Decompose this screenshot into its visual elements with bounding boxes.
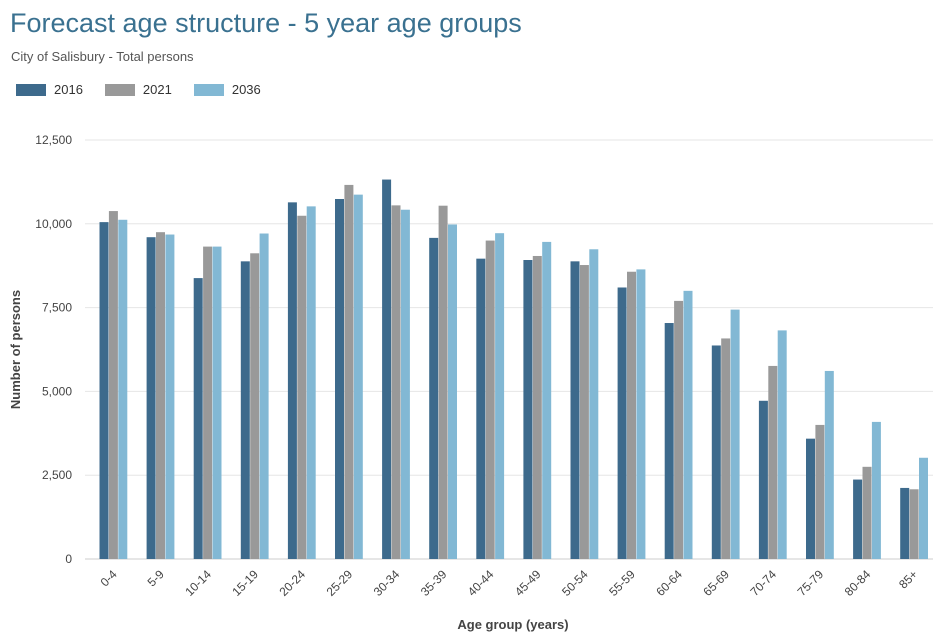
x-tick-label: 75-79 xyxy=(795,567,827,599)
bar-2036 xyxy=(636,269,646,559)
bar-2021 xyxy=(721,338,731,559)
legend-item-2016[interactable]: 2016 xyxy=(16,82,83,97)
legend-swatch-2021 xyxy=(104,83,135,96)
x-tick-label: 80-84 xyxy=(842,567,874,599)
bar-2036 xyxy=(165,234,175,559)
x-tick-label: 55-59 xyxy=(606,567,638,599)
x-tick-label: 10-14 xyxy=(182,567,214,599)
bar-2036 xyxy=(259,233,269,559)
bar-2036 xyxy=(353,194,363,559)
bar-2021 xyxy=(438,205,448,559)
bar-2021 xyxy=(579,265,589,559)
bar-2036 xyxy=(306,206,316,559)
x-tick-label: 50-54 xyxy=(559,567,591,599)
bar-2021 xyxy=(815,424,825,559)
bar-2016 xyxy=(570,261,580,559)
x-tick-label: 5-9 xyxy=(145,567,167,589)
chart-subtitle: City of Salisbury - Total persons xyxy=(11,49,194,64)
legend-label-2021: 2021 xyxy=(142,82,172,97)
bar-2016 xyxy=(240,261,250,559)
bar-2036 xyxy=(212,246,222,559)
x-tick-label: 85+ xyxy=(896,567,920,591)
bar-2016 xyxy=(287,202,297,559)
bar-2016 xyxy=(429,237,439,559)
bar-2016 xyxy=(523,260,533,559)
y-tick-label: 0 xyxy=(65,552,72,566)
x-tick-label: 45-49 xyxy=(512,567,544,599)
legend-label-2036: 2036 xyxy=(231,82,261,97)
bar-2016 xyxy=(758,400,768,559)
bar-2021 xyxy=(862,466,872,559)
x-tick-label: 15-19 xyxy=(229,567,261,599)
bar-2021 xyxy=(909,489,919,559)
x-tick-label: 30-34 xyxy=(371,567,403,599)
bar-2021 xyxy=(203,246,213,559)
bar-2021 xyxy=(627,271,636,559)
legend-swatch-2016 xyxy=(16,83,46,96)
x-tick-label: 65-69 xyxy=(700,567,732,599)
legend-label-2016: 2016 xyxy=(54,82,83,97)
bar-2016 xyxy=(711,345,721,559)
legend-item-2021[interactable]: 2021 xyxy=(104,82,172,97)
bar-2021 xyxy=(297,215,307,560)
bar-2021 xyxy=(485,240,495,559)
bar-2016 xyxy=(335,198,344,560)
x-tick-label: 0-4 xyxy=(98,567,120,589)
bar-2036 xyxy=(824,370,834,559)
chart-title: Forecast age structure - 5 year age grou… xyxy=(10,8,522,38)
bar-2021 xyxy=(768,365,778,559)
y-tick-label: 5,000 xyxy=(42,384,72,398)
bar-2036 xyxy=(495,233,505,559)
bar-2016 xyxy=(476,258,486,559)
y-tick-label: 12,500 xyxy=(35,133,72,147)
bar-2016 xyxy=(99,222,109,559)
bar-2036 xyxy=(683,290,693,559)
bar-2016 xyxy=(853,479,863,559)
x-tick-label: 25-29 xyxy=(324,567,356,599)
y-tick-label: 10,000 xyxy=(35,217,72,231)
bar-2021 xyxy=(344,184,354,559)
y-tick-label: 7,500 xyxy=(42,301,72,315)
chart-legend: 2016 2021 2036 xyxy=(16,82,283,97)
bar-2016 xyxy=(146,237,156,559)
x-tick-label: 70-74 xyxy=(748,567,780,599)
bar-2036 xyxy=(919,457,928,559)
bar-2021 xyxy=(108,211,118,560)
bar-2021 xyxy=(532,255,542,560)
x-tick-label: 60-64 xyxy=(653,567,685,599)
bar-2036 xyxy=(400,209,410,559)
bar-2016 xyxy=(193,278,203,559)
bar-2036 xyxy=(871,421,881,559)
x-tick-label: 40-44 xyxy=(465,567,497,599)
bar-2016 xyxy=(617,287,627,559)
bar-2036 xyxy=(730,309,740,559)
y-tick-label: 2,500 xyxy=(42,468,72,482)
bar-2036 xyxy=(118,219,128,560)
bar-2036 xyxy=(448,224,457,559)
bar-2036 xyxy=(542,241,552,559)
bar-2021 xyxy=(156,232,165,559)
bar-2021 xyxy=(674,300,684,559)
x-axis-title: Age group (years) xyxy=(457,617,568,632)
bar-2016 xyxy=(664,323,674,559)
legend-item-2036[interactable]: 2036 xyxy=(193,82,261,97)
bar-2016 xyxy=(806,438,815,559)
bar-2021 xyxy=(250,253,260,559)
bar-2036 xyxy=(777,330,787,559)
bar-2016 xyxy=(900,487,910,559)
x-tick-label: 20-24 xyxy=(277,567,309,599)
x-tick-label: 35-39 xyxy=(418,567,450,599)
legend-swatch-2036 xyxy=(193,83,224,96)
bar-2036 xyxy=(589,249,599,559)
bar-2016 xyxy=(382,179,392,560)
y-axis-title: Number of persons xyxy=(8,290,23,409)
bar-2021 xyxy=(391,205,401,559)
